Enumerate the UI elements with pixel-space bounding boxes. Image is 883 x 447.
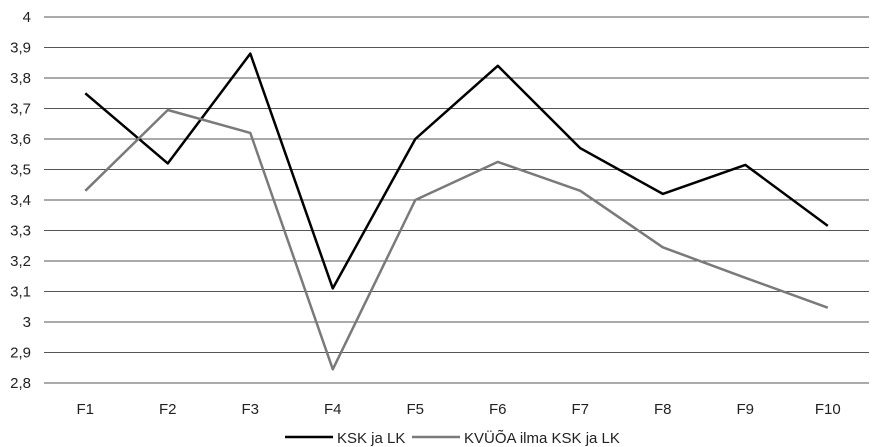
y-tick-label: 3,7	[10, 101, 31, 118]
x-tick-label: F6	[489, 401, 507, 418]
x-tick-label: F9	[736, 401, 754, 418]
x-axis-tick-labels: F1 F2 F3 F4 F5 F6 F7 F8 F9 F10	[76, 401, 840, 418]
gridlines	[44, 16, 869, 384]
series-line-ksk-ja-lk	[84, 52, 829, 290]
y-tick-label: 3,5	[10, 162, 31, 179]
x-tick-label: F1	[76, 401, 94, 418]
series-lines	[84, 52, 829, 371]
y-tick-label: 3,4	[10, 192, 31, 209]
legend-label-kvuoa-ilma-ksk-ja-lk: KVÜÕA ilma KSK ja LK	[464, 429, 620, 447]
y-tick-label: 3,6	[10, 131, 31, 148]
y-tick-label: 2,8	[10, 375, 31, 392]
y-tick-label: 3,1	[10, 284, 31, 301]
y-tick-label: 2,9	[10, 345, 31, 362]
x-tick-label: F7	[571, 401, 589, 418]
y-tick-label: 4	[23, 9, 31, 26]
y-axis-tick-labels: 2,8 2,9 3 3,1 3,2 3,3 3,4 3,5 3,6 3,7 3,8 3,9 4	[10, 9, 31, 392]
x-tick-label: F4	[324, 401, 342, 418]
legend-label-ksk-ja-lk: KSK ja LK	[337, 430, 405, 447]
x-tick-label: F10	[815, 401, 841, 418]
x-tick-label: F3	[241, 401, 259, 418]
x-tick-label: F8	[654, 401, 672, 418]
x-tick-label: F5	[406, 401, 424, 418]
y-tick-label: 3,8	[10, 70, 31, 87]
y-tick-label: 3,9	[10, 40, 31, 57]
y-tick-label: 3,2	[10, 253, 31, 270]
x-tick-label: F2	[159, 401, 177, 418]
series-line-kvuoa-ilma-ksk-ja-lk	[84, 108, 829, 371]
y-tick-label: 3,3	[10, 223, 31, 240]
y-tick-label: 3	[23, 314, 31, 331]
legend: KSK ja LK KVÜÕA ilma KSK ja LK	[285, 429, 620, 447]
